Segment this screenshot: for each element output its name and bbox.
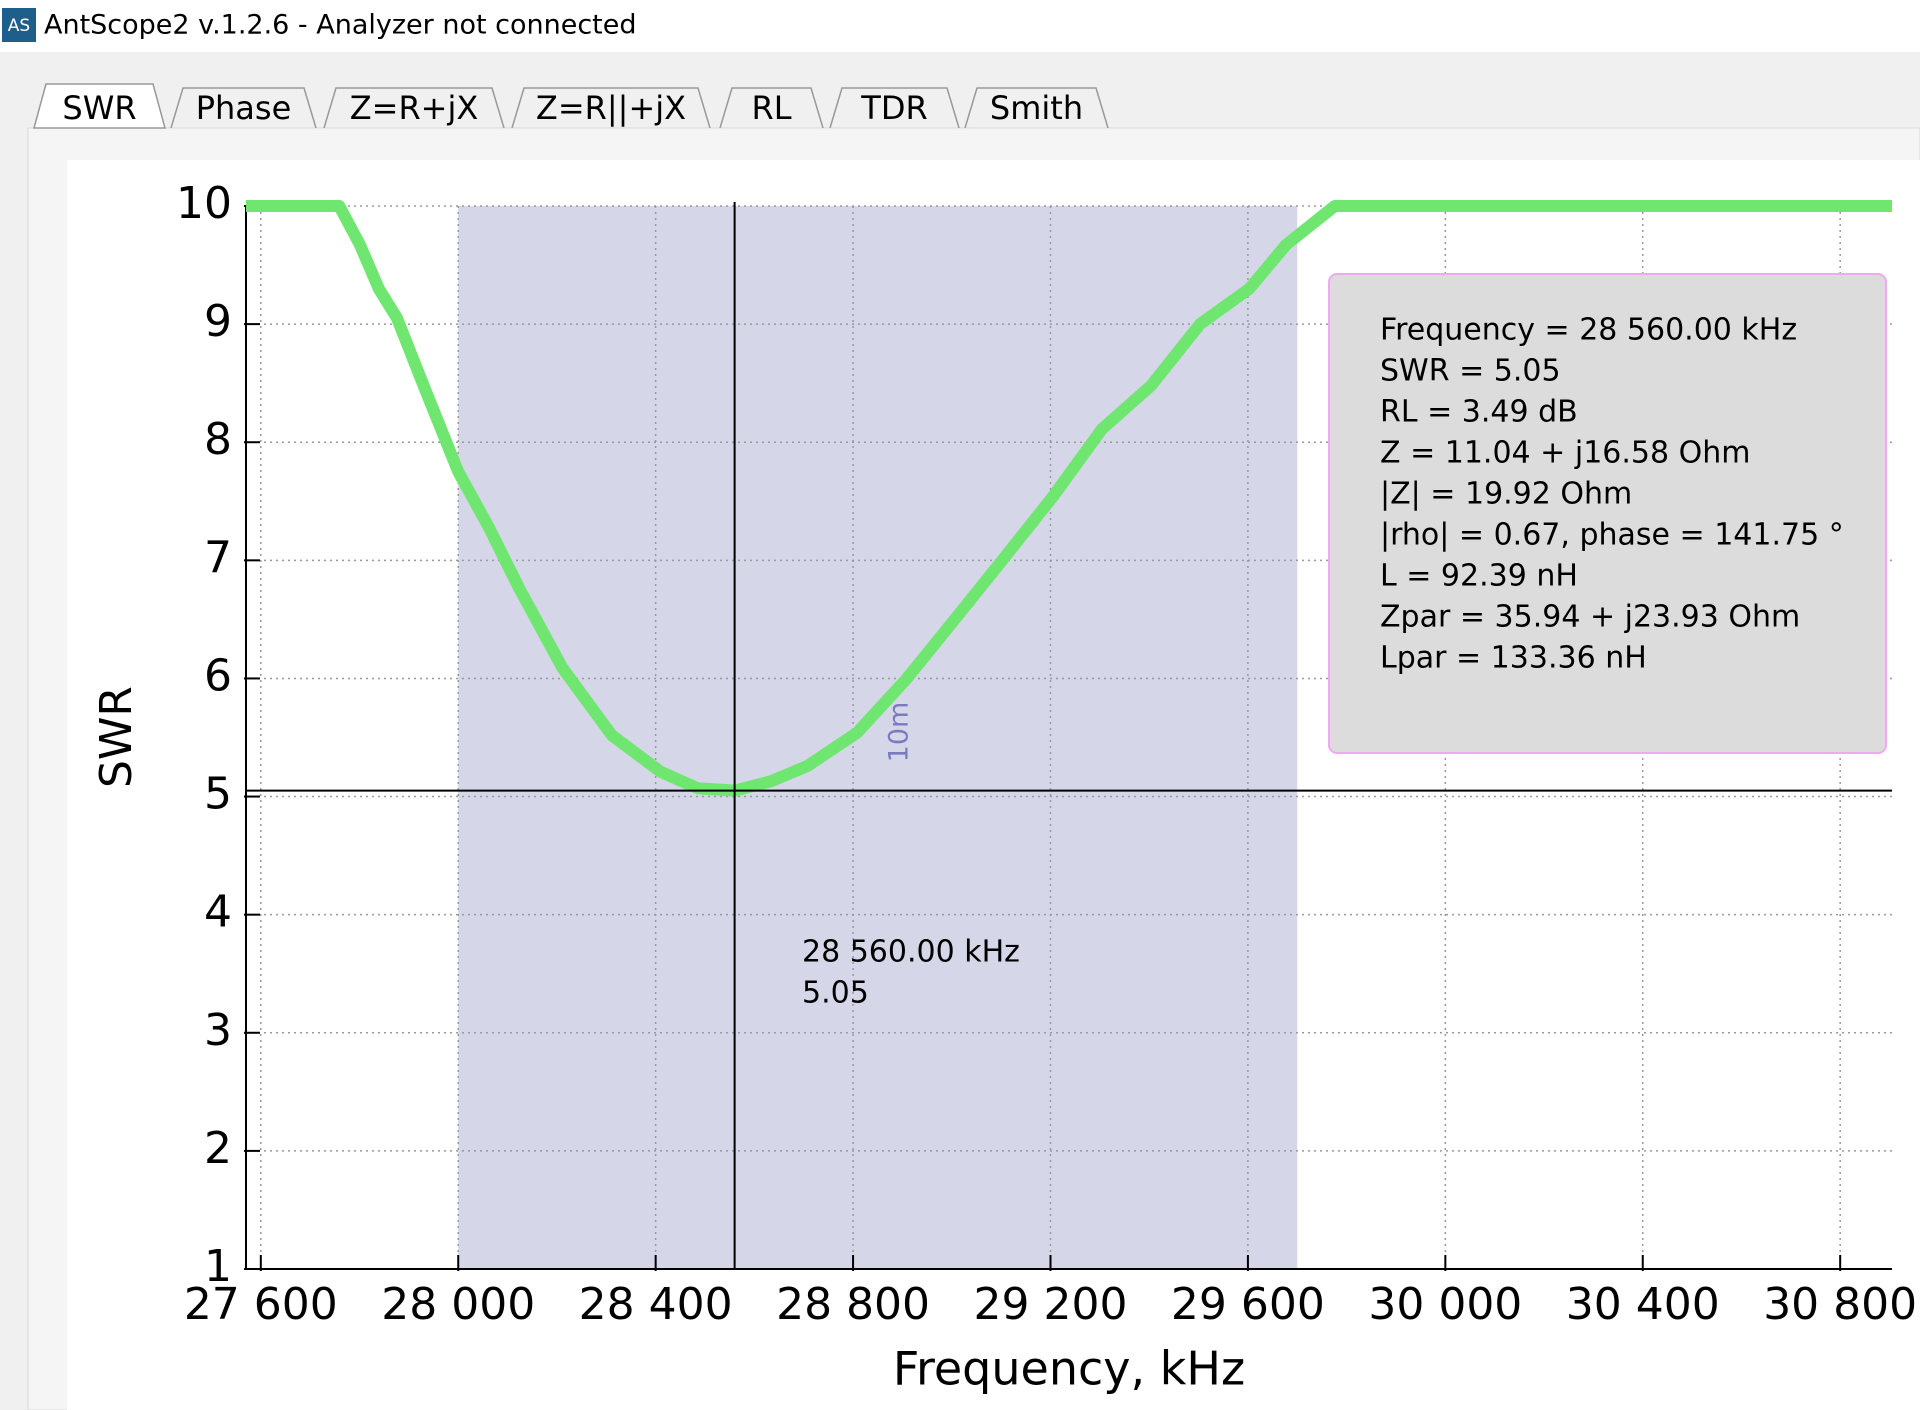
- tab[interactable]: [719, 87, 824, 129]
- app-icon: [2, 8, 36, 42]
- tab[interactable]: [170, 87, 317, 129]
- info-line: Lpar = 133.36 nH: [1380, 641, 1647, 676]
- x-tick-label: 30 000: [1368, 1279, 1522, 1330]
- swr-curve: [246, 200, 1892, 797]
- info-line: RL = 3.49 dB: [1380, 395, 1578, 430]
- y-tick-label: 1: [204, 1241, 232, 1292]
- x-tick-label: 30 800: [1763, 1279, 1917, 1330]
- y-axis-title: SWR: [91, 686, 142, 788]
- tab[interactable]: [511, 87, 711, 129]
- tab-label[interactable]: RL: [751, 89, 791, 127]
- x-tick-label: 28 800: [776, 1279, 930, 1330]
- window-title: AntScope2 v.1.2.6 - Analyzer not connect…: [44, 10, 637, 41]
- band-label: 10m: [884, 702, 915, 763]
- info-line: Frequency = 28 560.00 kHz: [1380, 313, 1797, 348]
- tab-label[interactable]: SWR: [62, 89, 136, 127]
- cursor-label: 5.05: [802, 976, 869, 1011]
- x-tick-label: 29 200: [974, 1279, 1128, 1330]
- app-icon-text: AS: [8, 16, 30, 36]
- y-tick-label: 7: [204, 532, 232, 583]
- x-tick-label: 27 600: [184, 1279, 338, 1330]
- tab-label[interactable]: Smith: [990, 89, 1083, 127]
- tab[interactable]: [964, 87, 1109, 129]
- tab[interactable]: [323, 87, 505, 129]
- y-tick-label: 5: [204, 769, 232, 820]
- info-line: |rho| = 0.67, phase = 141.75 °: [1380, 518, 1844, 553]
- x-tick-label: 28 400: [579, 1279, 733, 1330]
- x-tick-label: 28 000: [381, 1279, 535, 1330]
- cursor-label: 28 560.00 kHz: [802, 935, 1020, 970]
- x-tick-label: 29 600: [1171, 1279, 1325, 1330]
- title-bar: [0, 0, 1920, 52]
- tab[interactable]: [829, 87, 960, 129]
- info-line: Zpar = 35.94 + j23.93 Ohm: [1380, 600, 1800, 635]
- info-line: |Z| = 19.92 Ohm: [1380, 477, 1632, 512]
- y-tick-label: 9: [204, 296, 232, 347]
- tab-label[interactable]: Phase: [196, 89, 292, 127]
- y-tick-label: 4: [204, 887, 232, 938]
- tab-label[interactable]: Z=R||+jX: [536, 89, 686, 127]
- info-line: Z = 11.04 + j16.58 Ohm: [1380, 436, 1750, 471]
- info-line: L = 92.39 nH: [1380, 559, 1578, 594]
- y-tick-label: 8: [204, 414, 232, 465]
- info-box: [1328, 273, 1887, 754]
- x-axis-title: Frequency, kHz: [893, 1342, 1245, 1396]
- x-tick-label: 30 400: [1566, 1279, 1720, 1330]
- y-tick-label: 2: [204, 1123, 232, 1174]
- info-line: SWR = 5.05: [1380, 354, 1561, 389]
- tab[interactable]: [33, 83, 166, 129]
- tab-label[interactable]: TDR: [860, 89, 927, 127]
- y-tick-label: 6: [204, 650, 232, 701]
- y-tick-label: 10: [176, 178, 232, 229]
- y-tick-label: 3: [204, 1005, 232, 1056]
- tab-label[interactable]: Z=R+jX: [350, 89, 479, 127]
